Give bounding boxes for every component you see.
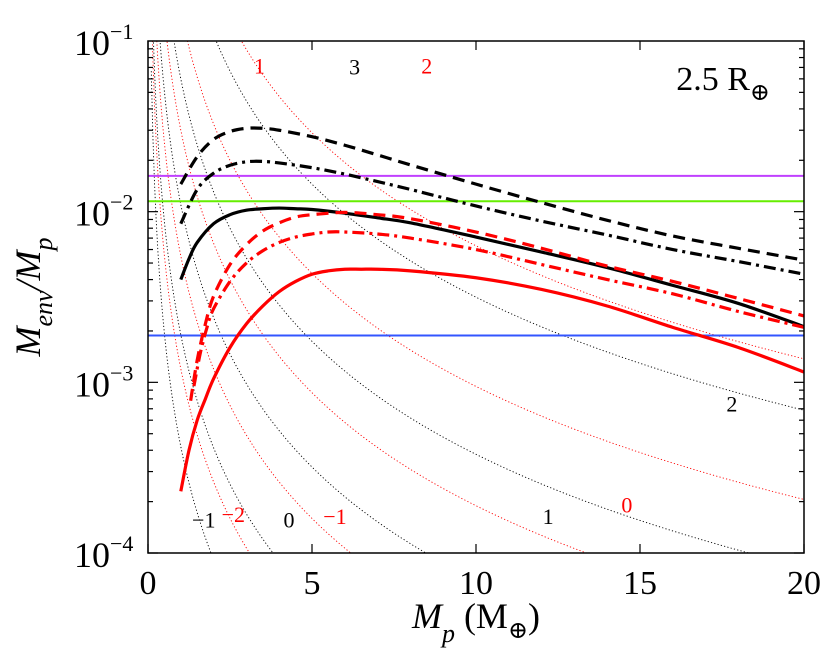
y-label-slash: /M (8, 248, 48, 292)
x-tick-label: 20 (787, 565, 821, 602)
contour-label: 3 (349, 55, 360, 80)
contour-line (166, 41, 588, 553)
x-label-unit-close: ) (528, 596, 540, 636)
contour-line (240, 41, 804, 360)
y-tick-label: 10−2 (74, 190, 133, 234)
contour-label: 1 (254, 54, 265, 79)
contour-line (159, 41, 427, 553)
y-tick-label: 10−3 (74, 360, 133, 404)
contour-line (152, 41, 251, 553)
x-label-sub: p (440, 619, 455, 648)
x-tick-label: 0 (140, 565, 157, 602)
contour-label: 0 (621, 492, 632, 517)
y-label-s1: env (29, 290, 58, 327)
series-black-dashed (179, 126, 804, 262)
x-tick-label: 10 (459, 565, 493, 602)
series-layer (179, 126, 804, 492)
x-label-unit-open: (M (455, 596, 508, 636)
contour-layer (150, 41, 804, 553)
contour-label: −2 (222, 502, 245, 527)
contour-label: 1 (543, 504, 554, 529)
x-tick-label: 15 (623, 565, 657, 602)
radius-annotation-text: 2.5 R (676, 61, 750, 98)
y-tick-label: 10−1 (74, 19, 133, 63)
radius-annotation: 2.5 R⊕ (676, 61, 770, 106)
contour-label: 2 (726, 392, 737, 417)
series-red-dashed (189, 210, 804, 402)
y-tick-label: 10−4 (74, 531, 133, 575)
y-axis-label: Menv/Mp (8, 237, 58, 357)
x-label-unit-sub: ⊕ (508, 618, 528, 644)
contour-label: −1 (323, 504, 346, 529)
series-red-solid (179, 267, 804, 492)
radius-annotation-sub: ⊕ (750, 80, 770, 106)
contour-label: 0 (284, 508, 295, 533)
x-label-main: M (411, 596, 444, 636)
series-red-dashdot (192, 230, 804, 387)
series-black-dashdot (179, 159, 804, 276)
x-axis-label: Mp (M⊕) (411, 596, 540, 648)
x-tick-label: 5 (304, 565, 321, 602)
contour-label: −1 (192, 508, 215, 533)
contour-line (153, 41, 274, 553)
y-label-s2: p (29, 237, 58, 252)
contour-label: 2 (421, 54, 432, 79)
contour-labels: 3 2 1 0 −1 2 1 0 −1 −2 (192, 54, 737, 533)
y-label-m1: M (8, 325, 48, 358)
